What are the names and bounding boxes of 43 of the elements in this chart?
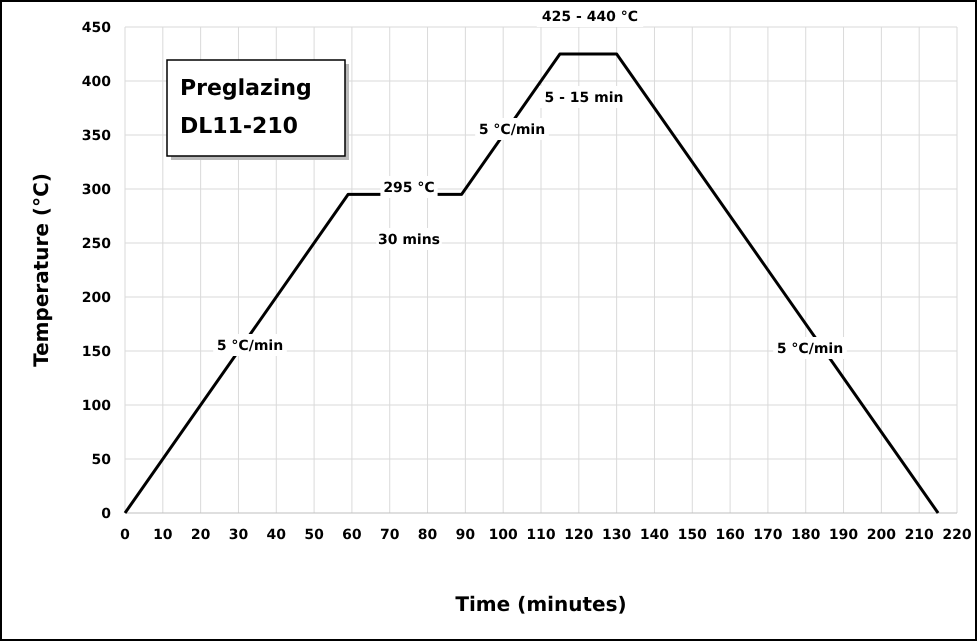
y-tick-label: 350 bbox=[82, 128, 112, 144]
y-tick-label: 400 bbox=[82, 74, 112, 90]
x-tick-label: 40 bbox=[266, 527, 286, 543]
annotation: 5 °C/min bbox=[216, 338, 284, 354]
x-tick-label: 130 bbox=[602, 527, 632, 543]
annotation: 295 °C bbox=[383, 180, 435, 196]
x-tick-label: 200 bbox=[866, 527, 896, 543]
annotation: 30 mins bbox=[378, 232, 440, 248]
y-tick-label: 100 bbox=[82, 398, 112, 414]
y-tick-label: 250 bbox=[82, 236, 112, 252]
x-tick-label: 170 bbox=[753, 527, 783, 543]
y-tick-label: 450 bbox=[82, 20, 112, 36]
y-tick-label: 0 bbox=[101, 506, 112, 522]
x-tick-label: 140 bbox=[640, 527, 670, 543]
x-tick-label: 220 bbox=[942, 527, 972, 543]
x-tick-label: 120 bbox=[564, 527, 594, 543]
y-tick-label: 50 bbox=[92, 452, 112, 468]
x-tick-label: 70 bbox=[380, 527, 400, 543]
x-tick-label: 210 bbox=[904, 527, 934, 543]
x-tick-label: 30 bbox=[228, 527, 248, 543]
text: 425 - 440 °C bbox=[542, 8, 638, 25]
y-axis-title: Temperature (°C) bbox=[29, 173, 53, 367]
x-tick-label: 150 bbox=[678, 527, 708, 543]
x-tick-label: 10 bbox=[153, 527, 173, 543]
y-tick-label: 300 bbox=[82, 182, 112, 198]
x-tick-label: 100 bbox=[488, 527, 518, 543]
x-tick-label: 90 bbox=[456, 527, 476, 543]
annotation: 5 °C/min bbox=[776, 340, 844, 357]
x-tick-label: 80 bbox=[418, 527, 438, 543]
x-tick-label: 20 bbox=[190, 527, 211, 543]
annotation: 5 °C/min bbox=[478, 122, 546, 138]
x-tick-label: 190 bbox=[828, 527, 858, 543]
annotation: 5 - 15 min bbox=[544, 90, 624, 106]
y-tick-label: 150 bbox=[82, 344, 112, 360]
x-tick-label: 180 bbox=[791, 527, 821, 543]
x-tick-label: 110 bbox=[526, 527, 556, 543]
x-tick-label: 0 bbox=[120, 527, 130, 543]
x-tick-label: 60 bbox=[342, 527, 362, 543]
x-tick-label: 50 bbox=[304, 527, 324, 543]
y-tick-label: 200 bbox=[82, 290, 112, 306]
x-axis-title: Time (minutes) bbox=[455, 592, 627, 616]
x-tick-label: 160 bbox=[715, 527, 745, 543]
text: Preglazing DL11-210 bbox=[180, 76, 312, 139]
